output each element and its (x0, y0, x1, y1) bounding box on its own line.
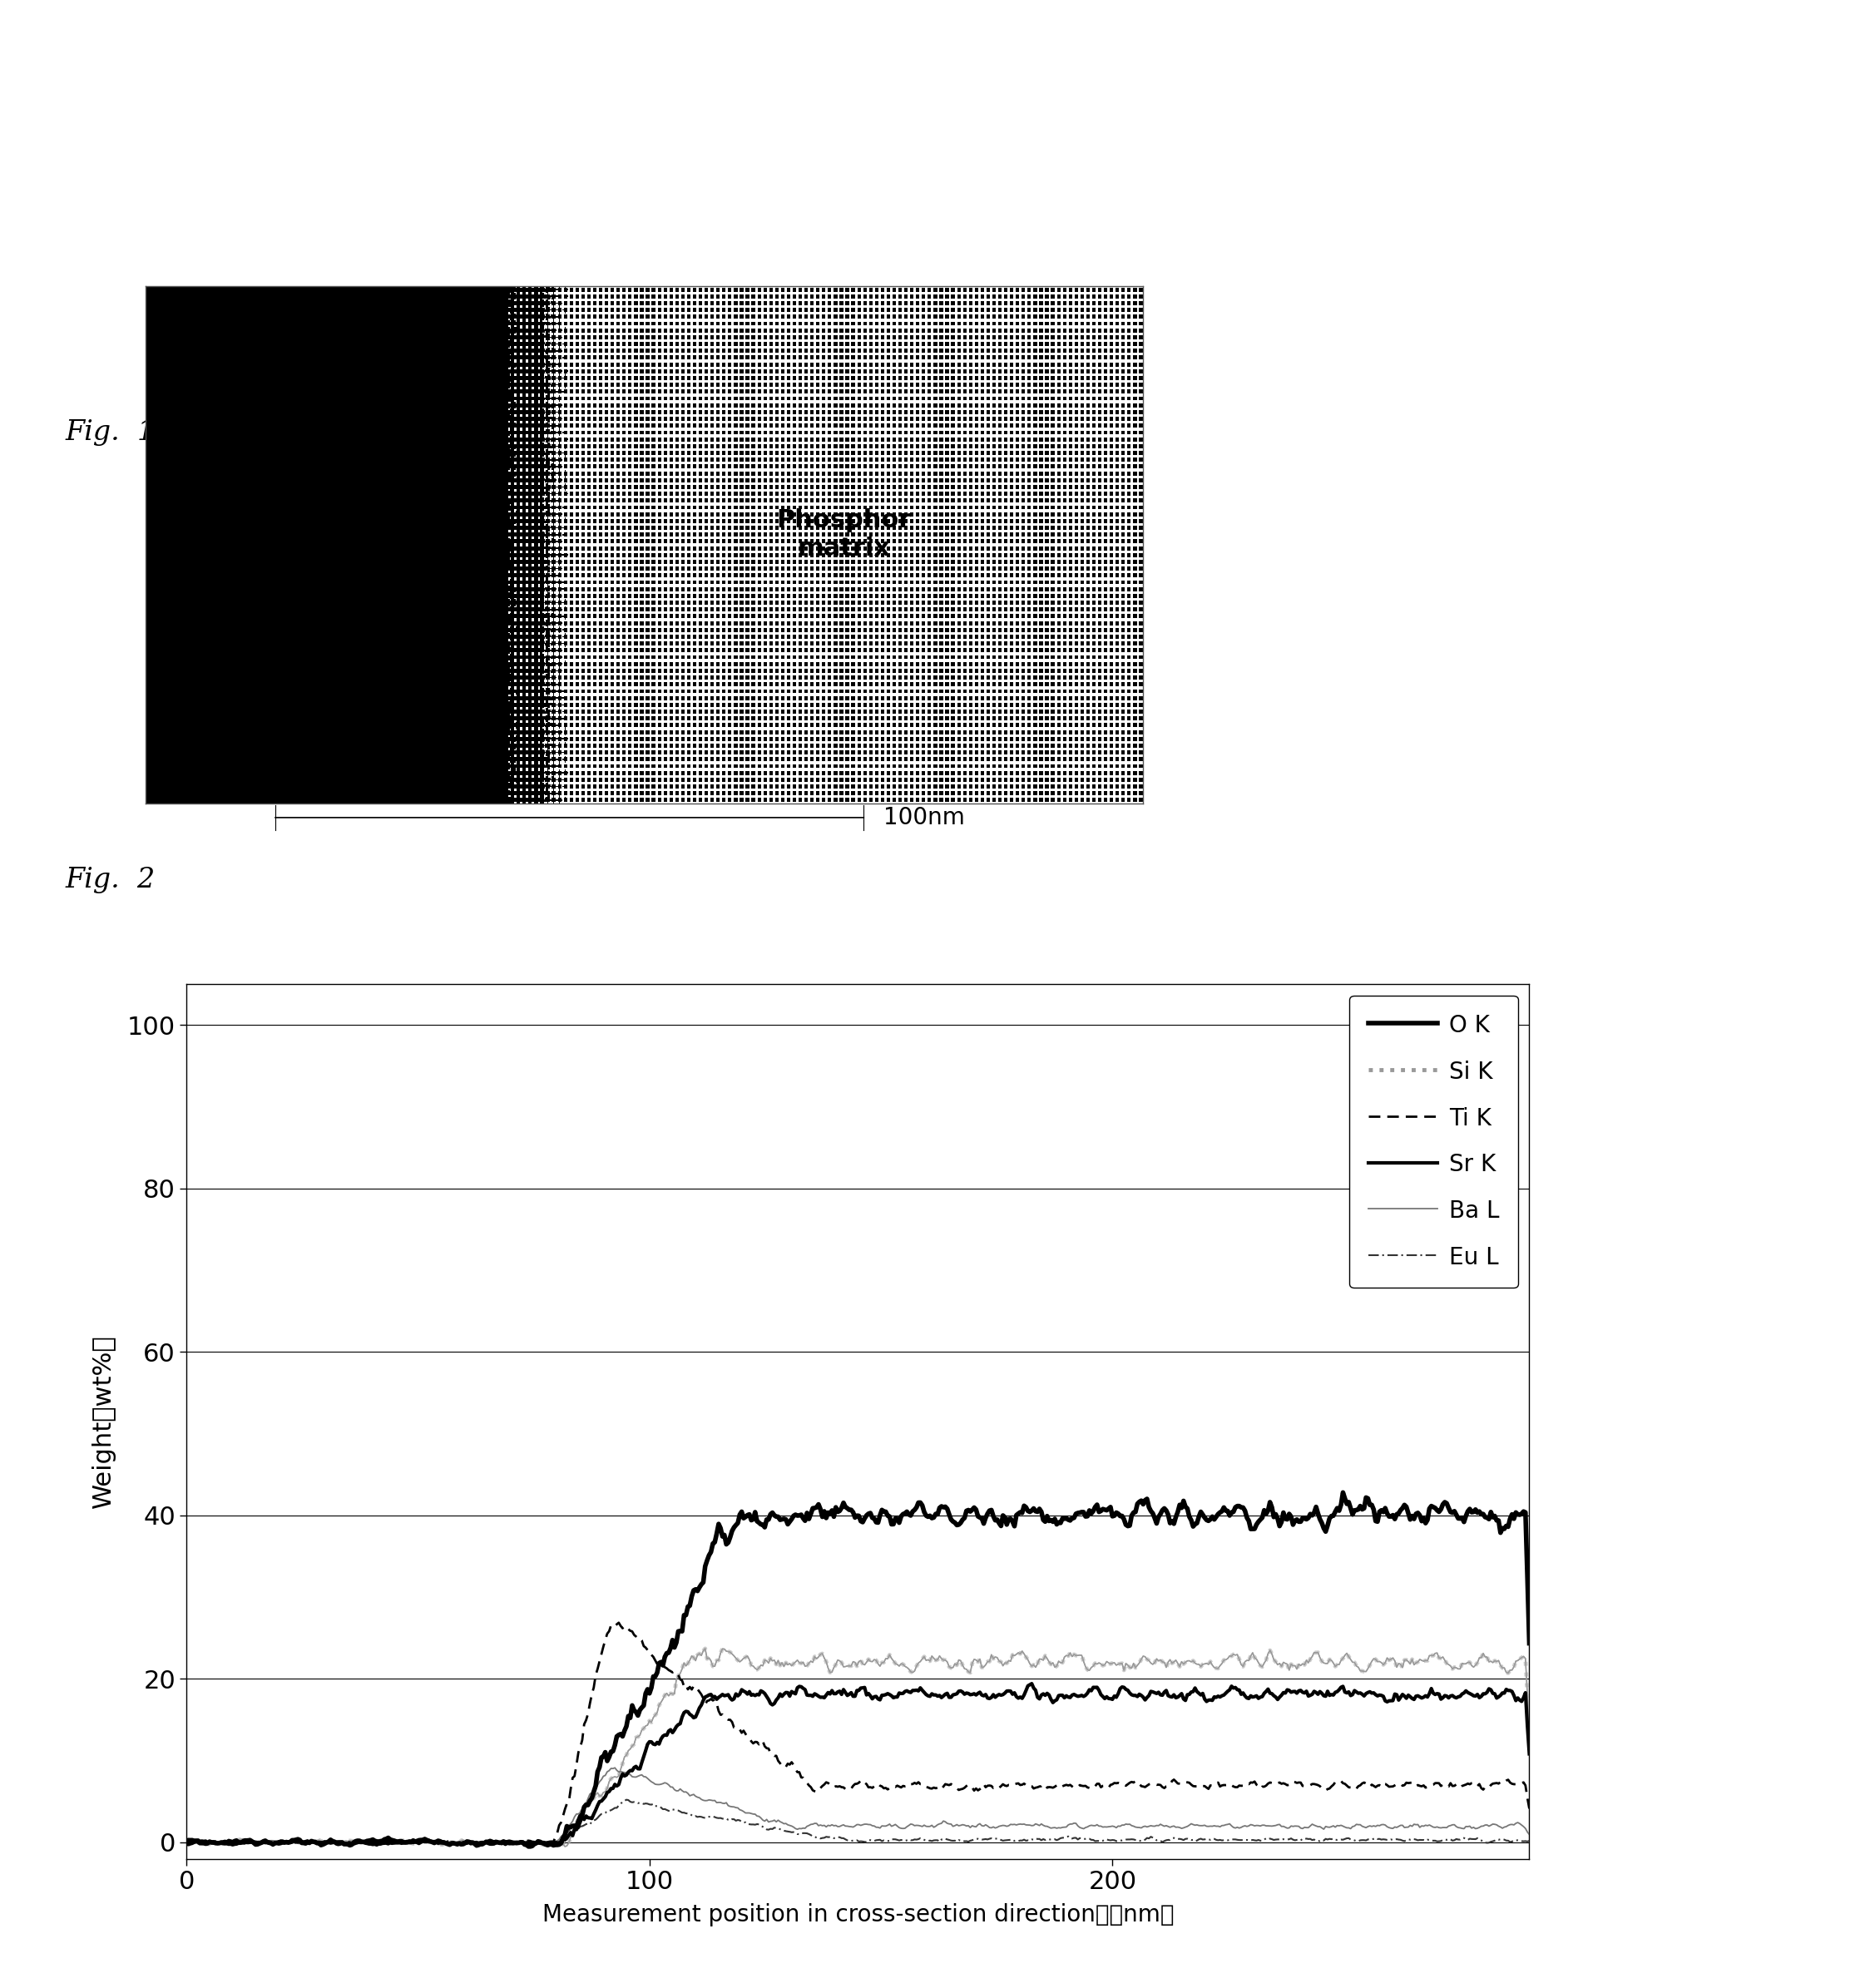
Text: Fig.  2: Fig. 2 (65, 867, 155, 893)
Text: Fig.  1: Fig. 1 (65, 419, 155, 445)
Legend: O K, Si K, Ti K, Sr K, Ba L, Eu L: O K, Si K, Ti K, Sr K, Ba L, Eu L (1350, 996, 1518, 1288)
Text: 100nm: 100nm (884, 805, 966, 829)
X-axis label: Measurement position in cross-section direction　（nm）: Measurement position in cross-section di… (543, 1903, 1173, 1926)
Text: Phosphor
matrix: Phosphor matrix (776, 509, 912, 561)
Y-axis label: Weight（wt%）: Weight（wt%） (91, 1334, 116, 1509)
